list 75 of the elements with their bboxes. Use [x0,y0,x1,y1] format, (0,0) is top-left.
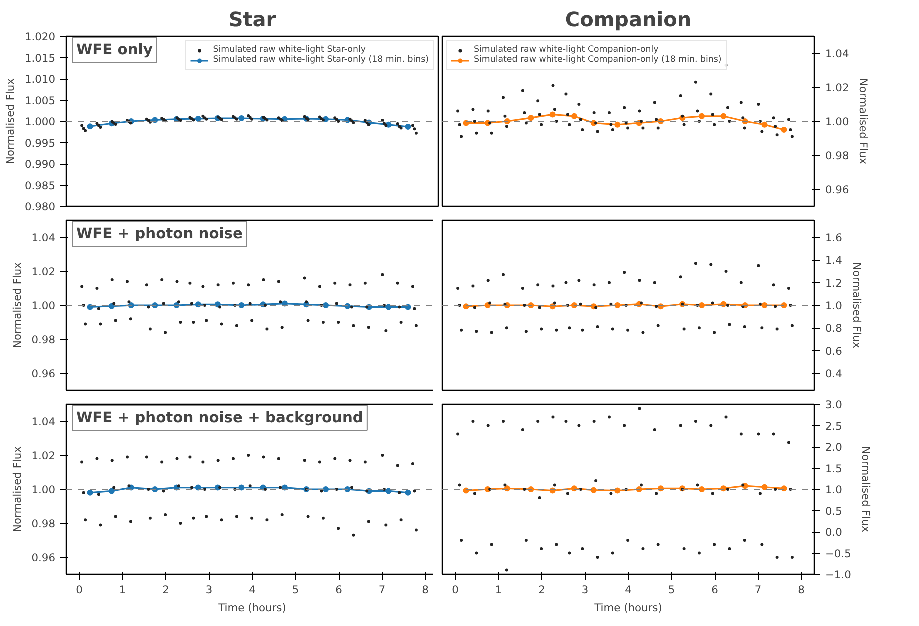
y-tick-label: 0.980 [24,200,56,214]
x-tick-label: 1 [119,584,126,596]
y-tick-label: 2.5 [826,420,842,433]
y-tick-label: 1.02 [826,82,850,94]
y-tick-label: −1.0 [826,568,852,582]
x-tick-label: 6 [336,584,343,596]
y-tick-label: 0.6 [826,344,843,358]
y-tick-label: 1.015 [24,52,56,65]
y-tick-label: 0.96 [32,552,56,564]
y-tick-label: 1.000 [24,116,56,128]
y-tick-label: 0.98 [32,334,56,346]
y-tick-label: 1.00 [32,300,56,312]
y-axis-title: Normalised Flux [859,446,872,532]
legend-label: Simulated raw white-light Companion-only (18 min. bins) [474,55,722,65]
annotation: WFE + photon noise + background [76,410,364,426]
y-tick-label: 1.4 [826,254,843,268]
y-tick-label: −0.5 [826,547,852,560]
x-tick-label: 7 [754,584,762,596]
y-tick-label: 1.02 [32,450,56,462]
y-tick-label: 1.04 [826,48,850,60]
y-tick-label: 0.995 [24,136,56,150]
y-tick-label: 1.2 [826,276,842,290]
y-tick-label: 1.020 [24,30,56,44]
x-tick-label: 8 [422,584,430,596]
y-tick-label: 0.990 [24,158,56,171]
x-tick-label: 3 [206,584,213,596]
y-tick-label: 0.98 [32,518,56,530]
y-axis-title: Normalised Flux [850,262,864,348]
y-tick-label: 0.0 [826,526,843,539]
y-tick-label: 1.010 [24,73,56,86]
x-tick-label: 4 [625,584,632,596]
chart-title: Companion [565,8,692,32]
y-axis-title: Normalised Flux [857,78,870,164]
legend-label: Simulated raw white-light Companion-only [474,45,659,55]
y-tick-label: 0.96 [32,368,56,380]
x-tick-label: 4 [249,584,256,596]
x-axis-title: Time (hours) [218,602,286,614]
x-tick-label: 2 [162,584,170,596]
y-tick-label: 0.5 [826,504,842,518]
x-tick-label: 5 [292,584,300,596]
y-tick-label: 0.96 [826,184,850,196]
y-axis-title: Normalised Flux [10,446,24,532]
chart-title: Star [228,8,276,32]
annotation: WFE only [76,42,154,58]
y-axis-title: Normalised Flux [10,262,24,348]
y-tick-label: 0.8 [826,322,843,336]
y-tick-label: 0.985 [24,179,56,192]
x-tick-label: 2 [538,584,546,596]
x-axis-title: Time (hours) [594,602,662,614]
y-tick-label: 1.6 [826,232,843,244]
y-tick-label: 1.5 [826,462,842,476]
y-tick-label: 1.04 [32,416,56,428]
legend-label: Simulated raw white-light Star-only (18 min. bins) [213,55,429,65]
annotation: WFE + photon noise [76,226,244,242]
x-tick-label: 5 [668,584,676,596]
y-tick-label: 1.04 [32,232,56,244]
x-tick-label: 1 [495,584,502,596]
y-tick-label: 0.4 [826,368,843,380]
y-axis-title: Normalised Flux [4,78,17,164]
x-tick-label: 3 [582,584,589,596]
y-tick-label: 2.0 [826,441,843,454]
y-tick-label: 1.00 [32,484,56,496]
y-tick-label: 0.98 [826,150,850,162]
y-tick-label: 1.0 [826,484,843,496]
y-tick-label: 1.02 [32,266,56,278]
x-tick-label: 0 [76,584,84,596]
y-tick-label: 3.0 [826,398,843,412]
y-tick-label: 1.005 [24,94,56,108]
x-tick-label: 0 [452,584,460,596]
y-tick-label: 1.0 [826,300,843,312]
legend-label: Simulated raw white-light Star-only [213,45,366,55]
x-tick-label: 6 [712,584,719,596]
x-tick-label: 8 [798,584,806,596]
x-tick-label: 7 [378,584,386,596]
y-tick-label: 1.00 [826,116,850,128]
